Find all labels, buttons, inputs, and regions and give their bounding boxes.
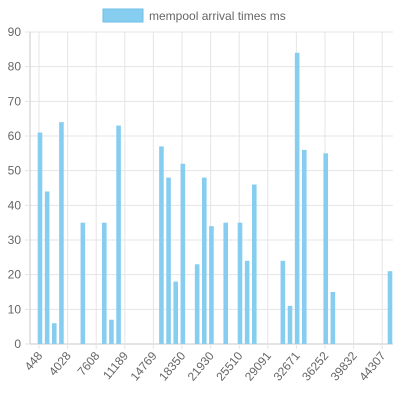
bars xyxy=(37,52,393,345)
x-axis-ticks: 448 4028 760811189147691835021930255102909… xyxy=(22,344,389,383)
y-tick-label: 80 xyxy=(8,60,22,74)
bar[interactable] xyxy=(159,146,164,344)
bar[interactable] xyxy=(251,184,257,344)
bar[interactable] xyxy=(166,177,171,344)
bar[interactable] xyxy=(173,281,179,344)
x-tick-label: 36252 xyxy=(299,349,331,384)
grid-lines xyxy=(29,31,393,345)
y-tick-label: 30 xyxy=(8,233,22,247)
x-tick-label: 11189 xyxy=(100,349,131,382)
y-axis-ticks: 0 10 20 30 40 50 60 70 80 90 xyxy=(8,25,30,351)
legend[interactable]: mempool arrival times ms xyxy=(102,8,286,23)
bar[interactable] xyxy=(59,122,64,344)
y-tick-label: 0 xyxy=(14,337,21,351)
bar[interactable] xyxy=(180,163,186,344)
y-tick-label: 10 xyxy=(8,302,22,316)
y-tick-label: 90 xyxy=(8,25,22,39)
bar[interactable] xyxy=(387,271,393,344)
bar[interactable] xyxy=(287,305,293,344)
y-tick-label: 50 xyxy=(8,164,22,178)
x-tick-label: 32671 xyxy=(271,349,303,384)
x-tick-label: 14769 xyxy=(128,349,160,384)
y-tick-label: 20 xyxy=(8,268,22,282)
bar[interactable] xyxy=(301,149,307,344)
bar[interactable] xyxy=(330,292,336,344)
bar[interactable] xyxy=(109,319,114,344)
bar[interactable] xyxy=(209,226,214,344)
x-tick-label: 4028 xyxy=(46,349,74,379)
y-tick-label: 70 xyxy=(8,94,22,108)
bar[interactable] xyxy=(237,222,243,344)
x-tick-label: 44307 xyxy=(356,349,388,384)
bar[interactable] xyxy=(51,323,57,344)
bar[interactable] xyxy=(116,125,121,344)
bar[interactable] xyxy=(44,191,50,344)
bar[interactable] xyxy=(323,153,329,344)
y-tick-label: 40 xyxy=(8,198,22,212)
bar[interactable] xyxy=(294,52,300,345)
bar[interactable] xyxy=(101,222,107,344)
x-tick-label: 25510 xyxy=(213,349,245,384)
y-tick-label: 60 xyxy=(8,129,22,143)
x-tick-label: 7608 xyxy=(75,349,103,379)
bar[interactable] xyxy=(280,260,286,344)
x-tick-label: 29091 xyxy=(242,349,274,384)
bar[interactable] xyxy=(37,132,43,344)
x-tick-label: 448 xyxy=(22,349,46,374)
bar[interactable] xyxy=(223,222,229,344)
x-tick-label: 39832 xyxy=(328,349,360,384)
x-tick-label: 21930 xyxy=(185,349,217,384)
bar[interactable] xyxy=(194,264,200,344)
legend-label: mempool arrival times ms xyxy=(149,9,286,23)
bar[interactable] xyxy=(244,260,250,344)
bar[interactable] xyxy=(201,177,207,344)
bar[interactable] xyxy=(80,222,86,344)
legend-swatch xyxy=(102,8,144,23)
x-tick-label: 18350 xyxy=(156,349,188,384)
